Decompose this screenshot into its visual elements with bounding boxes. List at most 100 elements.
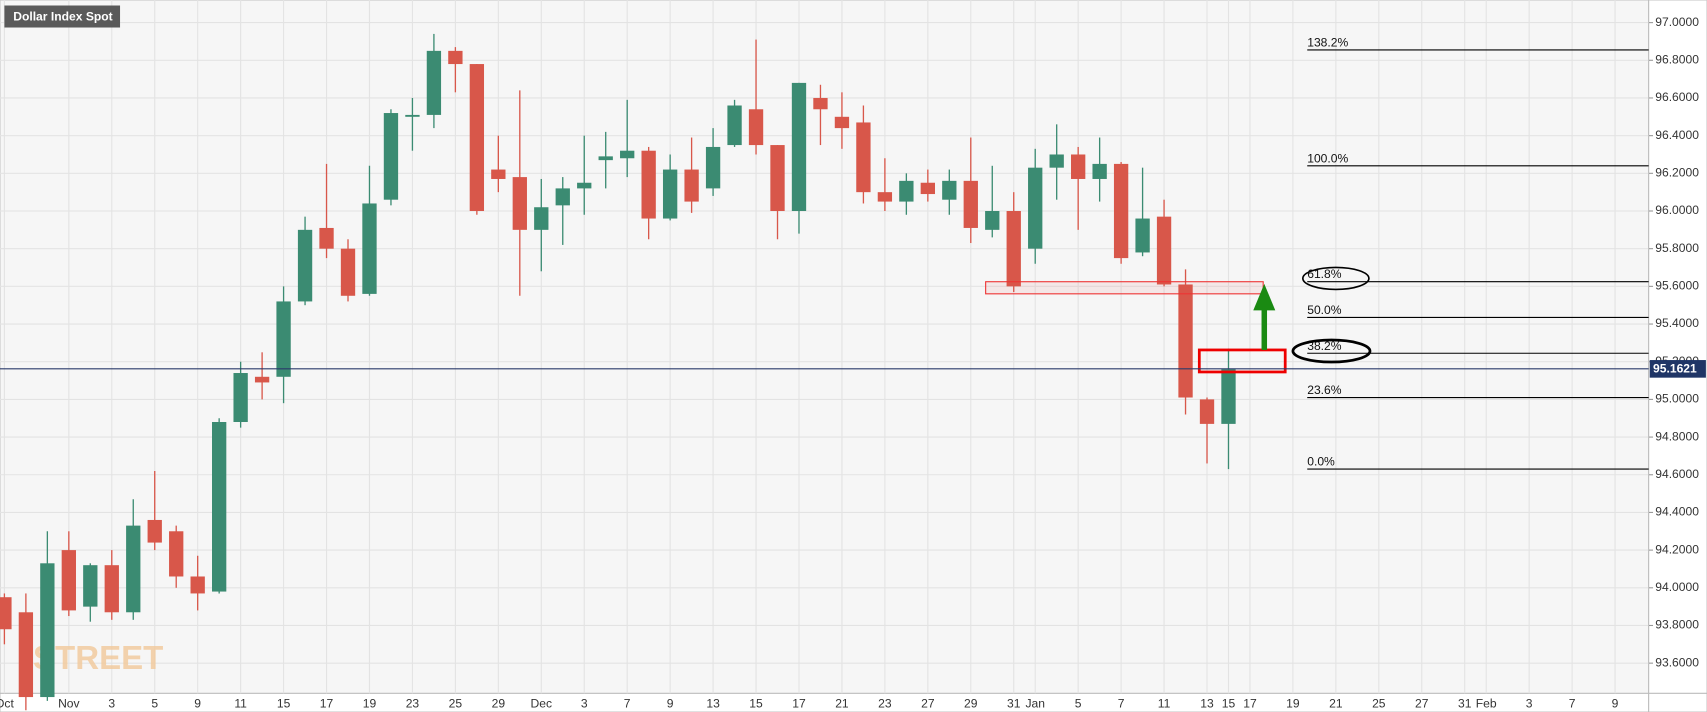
- y-tick-label: 94.4000: [1655, 505, 1699, 519]
- candle-body: [61, 550, 76, 611]
- x-tick-label: 9: [194, 697, 201, 711]
- candle-body: [512, 177, 527, 230]
- zone-box: [985, 281, 1264, 295]
- candle-body: [641, 150, 656, 219]
- x-tick-label: 3: [1526, 697, 1533, 711]
- last-price-box: [1649, 360, 1706, 378]
- x-tick-label: 3: [108, 697, 115, 711]
- x-tick-label: 7: [1569, 697, 1576, 711]
- x-tick-label: 17: [792, 697, 806, 711]
- x-tick-label: 23: [406, 697, 420, 711]
- candle-body: [297, 229, 313, 302]
- y-tick-label: 97.0000: [1655, 15, 1699, 29]
- x-tick-label: 23: [878, 697, 892, 711]
- candle-body: [1092, 163, 1107, 179]
- candle-body: [1199, 399, 1215, 424]
- x-tick-label: Oct: [0, 697, 14, 711]
- y-tick-label: 95.4000: [1655, 316, 1699, 330]
- candle-body: [1135, 218, 1150, 253]
- candle-body: [276, 301, 291, 377]
- x-tick-label: 29: [492, 697, 506, 711]
- candle-body: [383, 113, 399, 200]
- x-tick-label: 19: [363, 697, 377, 711]
- x-tick-label: 9: [1612, 697, 1619, 711]
- candle-body: [254, 376, 270, 383]
- x-tick-label: 11: [234, 697, 247, 711]
- candle-body: [920, 182, 935, 195]
- watermark: STREET: [33, 639, 163, 676]
- candle-body: [426, 50, 442, 115]
- candle-body: [233, 373, 248, 423]
- y-tick-label: 93.8000: [1655, 618, 1699, 632]
- candle-body: [684, 169, 699, 202]
- x-tick-label: 31: [1007, 697, 1021, 711]
- candle-body: [405, 114, 420, 117]
- candle-body: [856, 122, 871, 193]
- candle-body: [1113, 163, 1129, 259]
- x-tick-label: 27: [1415, 697, 1429, 711]
- candle-body: [770, 145, 785, 212]
- candle-body: [877, 192, 893, 202]
- candle-body: [963, 180, 978, 228]
- x-tick-label: 15: [277, 697, 291, 711]
- x-tick-label: 7: [624, 697, 631, 711]
- title-box: [4, 5, 121, 28]
- y-tick-label: 96.6000: [1655, 90, 1699, 104]
- y-tick-label: 94.0000: [1655, 580, 1699, 594]
- y-tick-label: 95.8000: [1655, 241, 1699, 255]
- grid: [0, 0, 1649, 694]
- y-tick-label: 94.2000: [1655, 542, 1699, 556]
- candle-body: [1178, 284, 1193, 398]
- fib-label: 23.6%: [1307, 383, 1342, 397]
- candle-body: [899, 180, 914, 202]
- x-tick-label: Jan: [1025, 697, 1045, 711]
- axes: 93.6000 93.8000 94.0000 94.2000 94.4000 94.60…: [0, 15, 1706, 711]
- candle-body: [469, 64, 485, 212]
- candle-body: [1221, 369, 1236, 424]
- x-tick-label: 27: [921, 697, 935, 711]
- candle-body: [1006, 211, 1021, 287]
- x-tick-label: 5: [151, 697, 158, 711]
- candle-body: [18, 612, 34, 698]
- candle-body: [1028, 167, 1043, 249]
- x-tick-label: 7: [1118, 697, 1125, 711]
- y-tick-label: 96.2000: [1655, 166, 1699, 180]
- y-tick-label: 95.6000: [1655, 279, 1699, 293]
- candle-body: [727, 105, 742, 146]
- y-tick-label: 94.8000: [1655, 429, 1699, 443]
- x-tick-label: Dec: [531, 697, 553, 711]
- x-tick-label: 11: [1158, 697, 1171, 711]
- fib-label: 38.2%: [1307, 339, 1342, 353]
- fib-label: 61.8%: [1307, 267, 1342, 281]
- fib-label: 138.2%: [1307, 36, 1348, 50]
- x-tick-label: 21: [1329, 697, 1343, 711]
- chart-title: Dollar Index Spot: [13, 9, 112, 23]
- candle-body: [491, 169, 506, 179]
- plot-background: [0, 0, 1649, 693]
- y-tick-label: 96.8000: [1655, 52, 1699, 66]
- candle-body: [705, 146, 721, 189]
- arrow-head: [1253, 283, 1276, 311]
- candle-body: [190, 576, 205, 594]
- y-tick-label: 94.6000: [1655, 467, 1699, 481]
- x-tick-label: 29: [964, 697, 978, 711]
- x-tick-label: 3: [581, 697, 588, 711]
- y-tick-label: 93.6000: [1655, 655, 1699, 669]
- x-tick-label: 19: [1286, 697, 1300, 711]
- x-tick-label: 9: [667, 697, 674, 711]
- x-tick-label: 21: [835, 697, 849, 711]
- candle-body: [748, 109, 764, 146]
- candle-body: [577, 182, 592, 189]
- candle-body: [555, 188, 570, 206]
- y-tick-label: 96.0000: [1655, 203, 1699, 217]
- candle-body: [126, 525, 141, 613]
- last-price-label: 95.1621: [1653, 362, 1697, 376]
- candle-body: [1049, 154, 1064, 168]
- candle-body: [340, 248, 356, 296]
- fib-label: 50.0%: [1307, 303, 1342, 317]
- candle-body: [169, 531, 184, 577]
- x-tick-label: 13: [706, 697, 720, 711]
- x-tick-label: 31: [1458, 697, 1472, 711]
- candle-body: [319, 227, 334, 249]
